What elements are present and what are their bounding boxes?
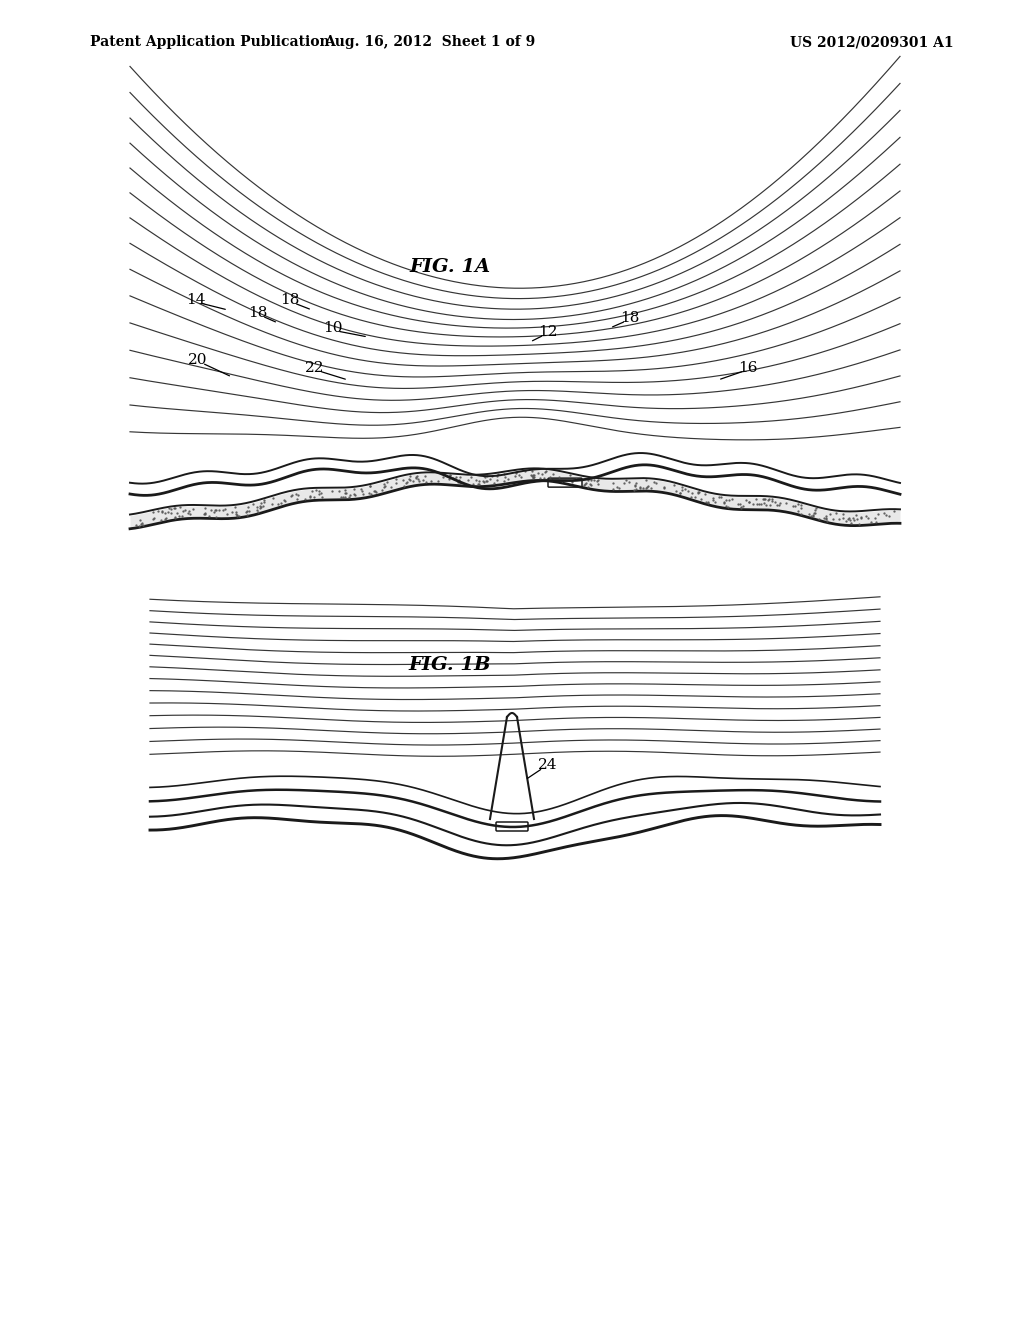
Text: 12: 12 (539, 325, 558, 339)
Text: 16: 16 (738, 360, 758, 375)
Text: 20: 20 (188, 352, 208, 367)
FancyBboxPatch shape (496, 822, 528, 832)
Text: Patent Application Publication: Patent Application Publication (90, 36, 330, 49)
Text: US 2012/0209301 A1: US 2012/0209301 A1 (790, 36, 953, 49)
Text: Aug. 16, 2012  Sheet 1 of 9: Aug. 16, 2012 Sheet 1 of 9 (325, 36, 536, 49)
Text: 14: 14 (186, 293, 206, 308)
Text: 24: 24 (539, 758, 558, 772)
FancyBboxPatch shape (548, 478, 582, 487)
Text: 18: 18 (621, 312, 640, 325)
Text: 18: 18 (248, 306, 267, 319)
Text: 18: 18 (281, 293, 300, 308)
Text: 22: 22 (305, 360, 325, 375)
Text: 10: 10 (324, 321, 343, 335)
Text: FIG. 1A: FIG. 1A (410, 257, 490, 276)
Text: FIG. 1B: FIG. 1B (409, 656, 492, 675)
